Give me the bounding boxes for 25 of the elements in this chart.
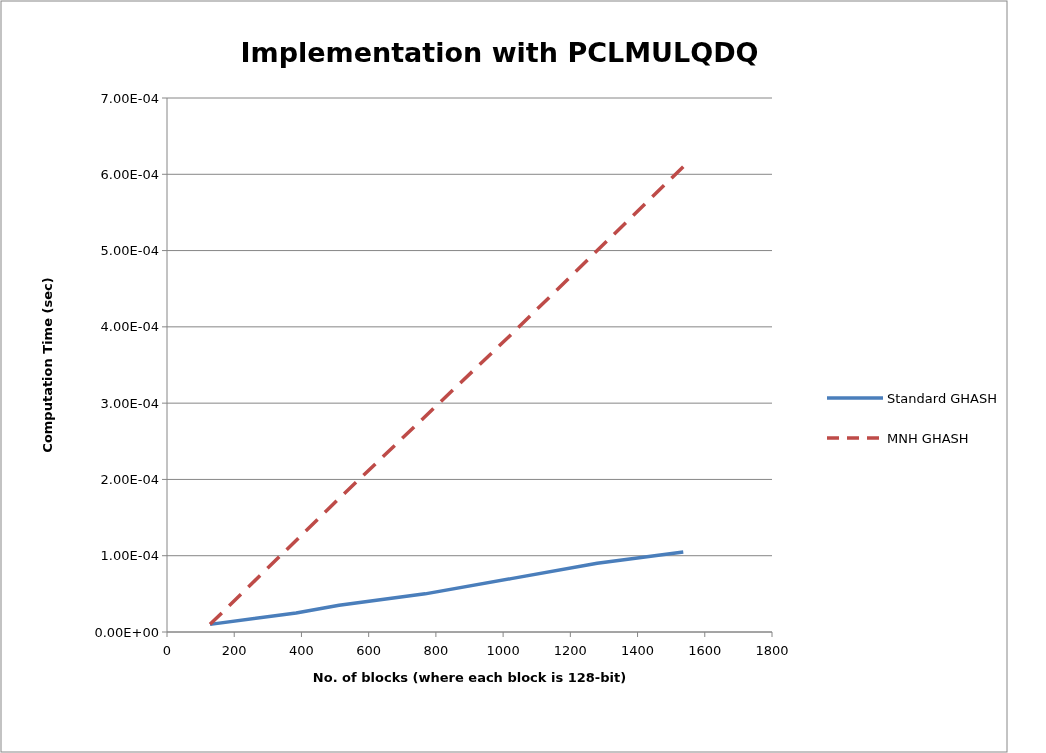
- x-tick-label: 600: [356, 643, 382, 658]
- chart-title: Implementation with PCLMULQDQ: [240, 37, 759, 68]
- x-tick-label: 800: [423, 643, 449, 658]
- legend-label: Standard GHASH: [887, 390, 998, 406]
- y-tick-label: 7.00E-04: [100, 90, 159, 106]
- x-tick-label: 1000: [486, 643, 520, 658]
- y-tick-label: 4.00E-04: [100, 319, 159, 335]
- x-tick-label: 1400: [621, 643, 655, 658]
- x-axis-title: No. of blocks (where each block is 128-bit): [312, 670, 627, 685]
- x-tick-label: 0: [162, 643, 172, 658]
- line-series: [208, 550, 686, 627]
- y-tick-label: 5.00E-04: [100, 243, 159, 259]
- y-tick-label: 6.00E-04: [100, 166, 159, 182]
- line-series: [208, 164, 686, 627]
- x-tick-label: 1600: [688, 643, 722, 658]
- y-tick-label: 2.00E-04: [100, 471, 159, 487]
- y-tick-label: 3.00E-04: [100, 395, 159, 411]
- x-tick-label: 200: [221, 643, 247, 658]
- y-tick-label: 1.00E-04: [100, 548, 159, 564]
- legend-label: MNH GHASH: [887, 430, 969, 446]
- x-tick-label: 1800: [755, 643, 789, 658]
- x-tick-label: 400: [289, 643, 314, 658]
- y-tick-label: 0.00E+00: [94, 624, 159, 640]
- y-axis-title: Computation Time (sec): [40, 277, 55, 453]
- x-tick-label: 1200: [553, 643, 587, 658]
